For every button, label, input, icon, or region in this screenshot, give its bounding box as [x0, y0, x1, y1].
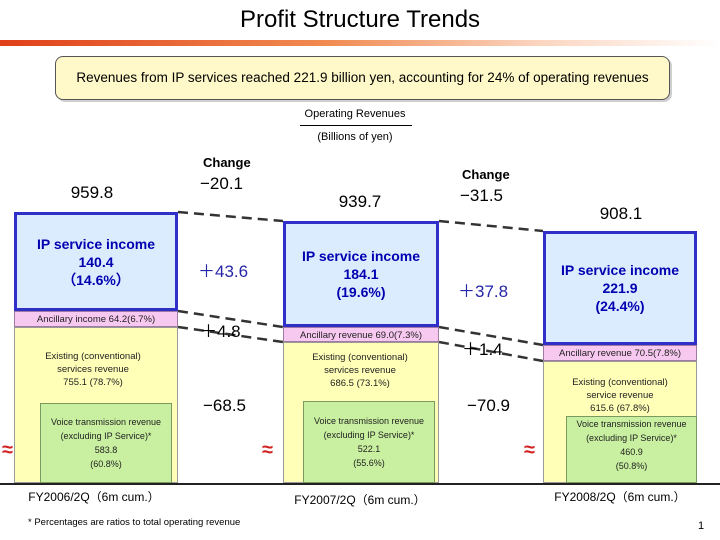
connector-ip-2 — [438, 325, 544, 347]
axis-break-icon: ≈ — [262, 439, 273, 461]
bar-segment-voice — [303, 401, 435, 483]
page-number: 1 — [698, 520, 705, 532]
change-total: −31.5 — [460, 186, 504, 205]
voice-label: Voice transmission revenue (excluding IP … — [50, 417, 162, 469]
bar-segment-ancillary: Ancillary revenue 69.0(7.3%) — [283, 327, 439, 342]
axis-break-icon: ≈ — [524, 439, 535, 461]
existing-label: Existing (conventional) services revenue 7… — [45, 351, 141, 388]
change-voice: −68.5 — [203, 396, 247, 415]
bar-segment-ancillary: Ancillary revenue 70.5(7.8%) — [543, 345, 697, 361]
period-label: FY2008/2Q（6m cum.） — [554, 490, 686, 504]
connector-total-2 — [438, 219, 544, 233]
headline-callout: Revenues from IP services reached 221.9 … — [55, 56, 670, 100]
voice-label: Voice transmission revenue (excluding IP … — [576, 419, 687, 471]
change-total: −20.1 — [200, 174, 244, 193]
bar-segment-ancillary: Ancillary income 64.2(6.7%) — [14, 311, 178, 327]
change-heading: Change — [462, 167, 510, 182]
axis-break-icon: ≈ — [2, 439, 13, 461]
legend-units: (Billions of yen) — [317, 131, 393, 143]
existing-label: Existing (conventional) services revenue 6… — [312, 352, 408, 389]
voice-label: Voice transmission revenue (excluding IP … — [313, 416, 425, 468]
change-ancillary: ＋4.8 — [200, 322, 241, 341]
bar-total: 939.7 — [338, 192, 382, 211]
change-ancillary: ＋1.4 — [462, 340, 503, 359]
chart-baseline — [0, 483, 720, 485]
bar-total: 908.1 — [599, 204, 643, 223]
legend-underline — [300, 125, 412, 126]
footnote: * Percentages are ratios to total operat… — [28, 517, 241, 528]
bar-segment-voice — [566, 416, 697, 483]
period-label: FY2006/2Q（6m cum.） — [28, 490, 160, 504]
bar-segment-ip-service: IP service income 221.9 (24.4%) — [543, 231, 697, 345]
title-divider — [0, 40, 720, 46]
connector-anc-1 — [177, 325, 284, 344]
bar-total: 959.8 — [70, 183, 114, 202]
change-ip: ＋37.8 — [458, 282, 509, 301]
legend-operating-revenues: Operating Revenues — [304, 108, 406, 120]
bar-segment-ip-service: IP service income 184.1 (19.6%) — [283, 221, 439, 327]
existing-label: Existing (conventional) service revenue 61… — [572, 377, 668, 414]
connector-anc-2 — [438, 340, 544, 363]
connector-ip-1 — [177, 309, 284, 329]
change-ip: ＋43.6 — [198, 262, 249, 281]
change-heading: Change — [203, 155, 251, 170]
connector-total-1 — [177, 210, 284, 223]
period-label: FY2007/2Q（6m cum.） — [294, 493, 426, 507]
change-voice: −70.9 — [467, 396, 511, 415]
bar-segment-ip-service: IP service income 140.4 （14.6%） — [14, 212, 178, 311]
bar-segment-voice — [40, 403, 172, 483]
page-title: Profit Structure Trends — [239, 6, 481, 33]
